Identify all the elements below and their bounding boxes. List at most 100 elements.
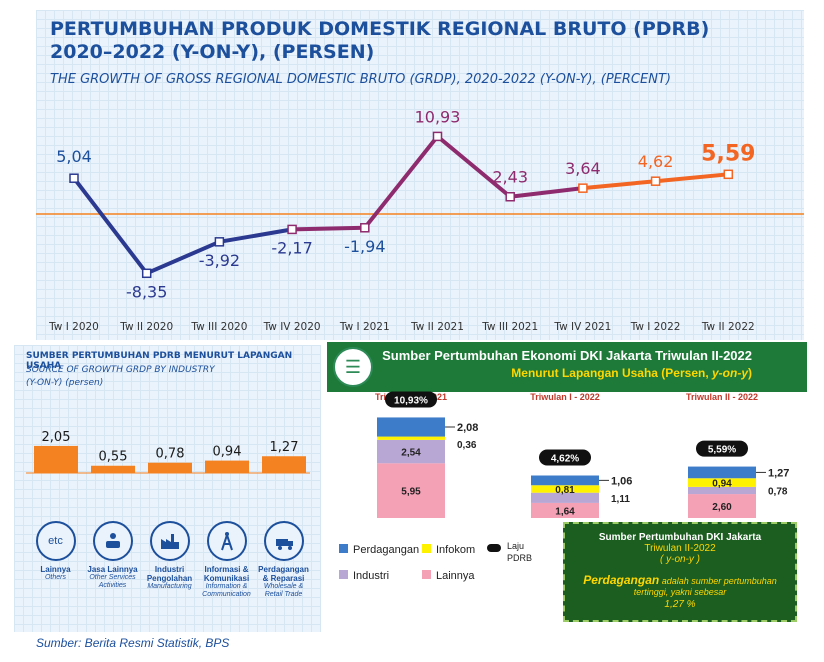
legend-label: PDRB: [507, 553, 532, 563]
segment-value-label: 1,64: [555, 506, 575, 517]
industry-bar: [91, 465, 135, 473]
segment-value-label: 1,27: [768, 467, 789, 479]
stacked-segment: [688, 478, 756, 487]
industry-bar: [34, 445, 78, 473]
legend-label: Perdagangan: [353, 544, 419, 556]
category-label: Triwulan I - 2022: [530, 392, 600, 402]
segment-value-label: 0,78: [768, 486, 788, 497]
title-line-1: PERTUMBUHAN PRODUK DOMESTIK REGIONAL BRU…: [50, 18, 710, 40]
bar-value-label: 2,05: [42, 430, 71, 445]
data-point: [650, 176, 661, 186]
segment-value-label: 2,08: [457, 422, 478, 434]
industry-infokom: Informasi & Komunikasi Information & Com…: [199, 521, 254, 599]
panel-header: ☰ Sumber Pertumbuhan Ekonomi DKI Jakarta…: [327, 342, 807, 392]
segment-value-label: 1,11: [611, 494, 630, 505]
box-sector: Perdagangan: [583, 573, 660, 587]
series-segment: [435, 134, 513, 199]
segment-value-label: 0,36: [457, 440, 477, 451]
highlight-box: Sumber Pertumbuhan DKI Jakarta Triwulan …: [563, 522, 797, 622]
x-tick-label: Tw I 2022: [630, 321, 681, 333]
panel-header-subtitle: Menurut Lapangan Usaha (Persen, y-on-y): [511, 366, 752, 380]
data-point: [141, 268, 152, 279]
industry-en: Wholesale & Retail Trade: [263, 583, 304, 598]
legend-swatch: [422, 544, 431, 553]
bar-value-label: 0,78: [156, 447, 185, 462]
industry-bar-chart: 2,05 0,55 0,78 0,94 1,27: [26, 430, 310, 474]
subtitle-close: ): [748, 366, 752, 380]
main-subtitle: THE GROWTH OF GROSS REGIONAL DOMESTIC BR…: [50, 72, 671, 87]
series-segment: [580, 179, 658, 191]
total-pill: [539, 449, 591, 466]
data-label: 5,59: [701, 141, 755, 166]
industry-lainnya: etc Lainnya Others: [28, 521, 83, 582]
jakarta-growth-panel: ☰ Sumber Pertumbuhan Ekonomi DKI Jakarta…: [327, 342, 807, 632]
data-label: 5,04: [56, 147, 92, 166]
industry-panel-unit: (Y-ON-Y) (persen): [26, 378, 104, 388]
box-period: Triwulan II-2022: [644, 543, 716, 554]
data-point: [69, 173, 79, 183]
series-segment: [72, 176, 149, 276]
box-yoy: ( y-on-y ): [660, 554, 700, 565]
bar-value-label: 0,94: [213, 445, 242, 460]
stacked-segment: [531, 485, 599, 493]
industry-en: Other Services Activities: [89, 574, 136, 589]
segment-value-label: 1,06: [611, 475, 632, 487]
industry-bar: [262, 456, 306, 473]
industry-panel-subtitle: SOURCE OF GROWTH GRDP BY INDUSTRY: [26, 365, 215, 375]
source-note: Sumber: Berita Resmi Statistik, BPS: [36, 636, 230, 650]
x-tick-label: Tw II 2021: [410, 321, 464, 333]
trade-icon: [263, 521, 304, 561]
total-label: 4,62%: [551, 453, 579, 464]
tower-icon: [206, 521, 247, 561]
stacked-segment: [377, 463, 445, 518]
subtitle-yoy: y-on-y: [712, 366, 748, 380]
total-label: 5,59%: [708, 445, 736, 456]
industry-perdagangan: Perdagangan & Reparasi Wholesale & Retai…: [256, 521, 311, 599]
bar-value-label: 1,27: [270, 440, 299, 455]
data-label: -8,35: [126, 282, 167, 301]
series-segment: [653, 172, 731, 184]
segment-value-label: 5,95: [401, 487, 421, 498]
bar-value-label: 0,55: [99, 450, 128, 465]
legend-label: Infokom: [436, 544, 475, 556]
data-point: [287, 224, 297, 235]
x-tick-label: Tw IV 2021: [553, 321, 611, 333]
legend-swatch: [487, 544, 501, 552]
legend-swatch: [339, 570, 348, 579]
data-point: [578, 183, 588, 193]
series-segment: [290, 225, 367, 232]
legend-swatch: [422, 570, 431, 579]
stacked-segment: [531, 502, 599, 518]
x-tick-label: Tw I 2020: [48, 321, 99, 333]
stacked-segment: [688, 494, 756, 518]
industry-en: Manufacturing: [147, 583, 192, 590]
data-label: -2,17: [271, 238, 312, 257]
box-value: 1,27 %: [664, 599, 696, 610]
panel-header-title: Sumber Pertumbuhan Ekonomi DKI Jakarta T…: [382, 348, 752, 363]
industry-name: Informasi & Komunikasi: [203, 565, 250, 583]
x-tick-label: Tw IV 2020: [263, 321, 321, 333]
stacked-segment: [377, 436, 445, 440]
industry-jasa-lainnya: Jasa Lainnya Other Services Activities: [85, 521, 140, 590]
total-pill: [696, 440, 748, 457]
legend-swatch: [339, 544, 348, 553]
box-text: adalah sumber pertumbuhan tertinggi, yak…: [633, 576, 777, 597]
box-body: Perdagangan adalah sumber pertumbuhan te…: [565, 573, 795, 597]
factory-icon: [149, 521, 190, 561]
stacked-segment: [531, 475, 599, 486]
industry-en: Others: [44, 574, 66, 581]
data-label: 2,43: [492, 168, 528, 187]
stacked-segment: [531, 492, 599, 503]
industry-bar: [148, 462, 192, 473]
industry-name: Industri Pengolahan: [146, 565, 193, 583]
data-point: [723, 169, 734, 180]
x-tick-label: Tw II 2022: [701, 321, 755, 333]
series-segment: [217, 227, 295, 244]
x-tick-label: Tw I 2021: [339, 321, 390, 333]
industry-bar: [205, 460, 249, 473]
box-title: Sumber Pertumbuhan DKI Jakarta: [598, 532, 762, 543]
category-label: Triwulan II - 2022: [686, 392, 758, 402]
data-point: [214, 237, 225, 247]
data-label: 3,64: [565, 159, 601, 178]
